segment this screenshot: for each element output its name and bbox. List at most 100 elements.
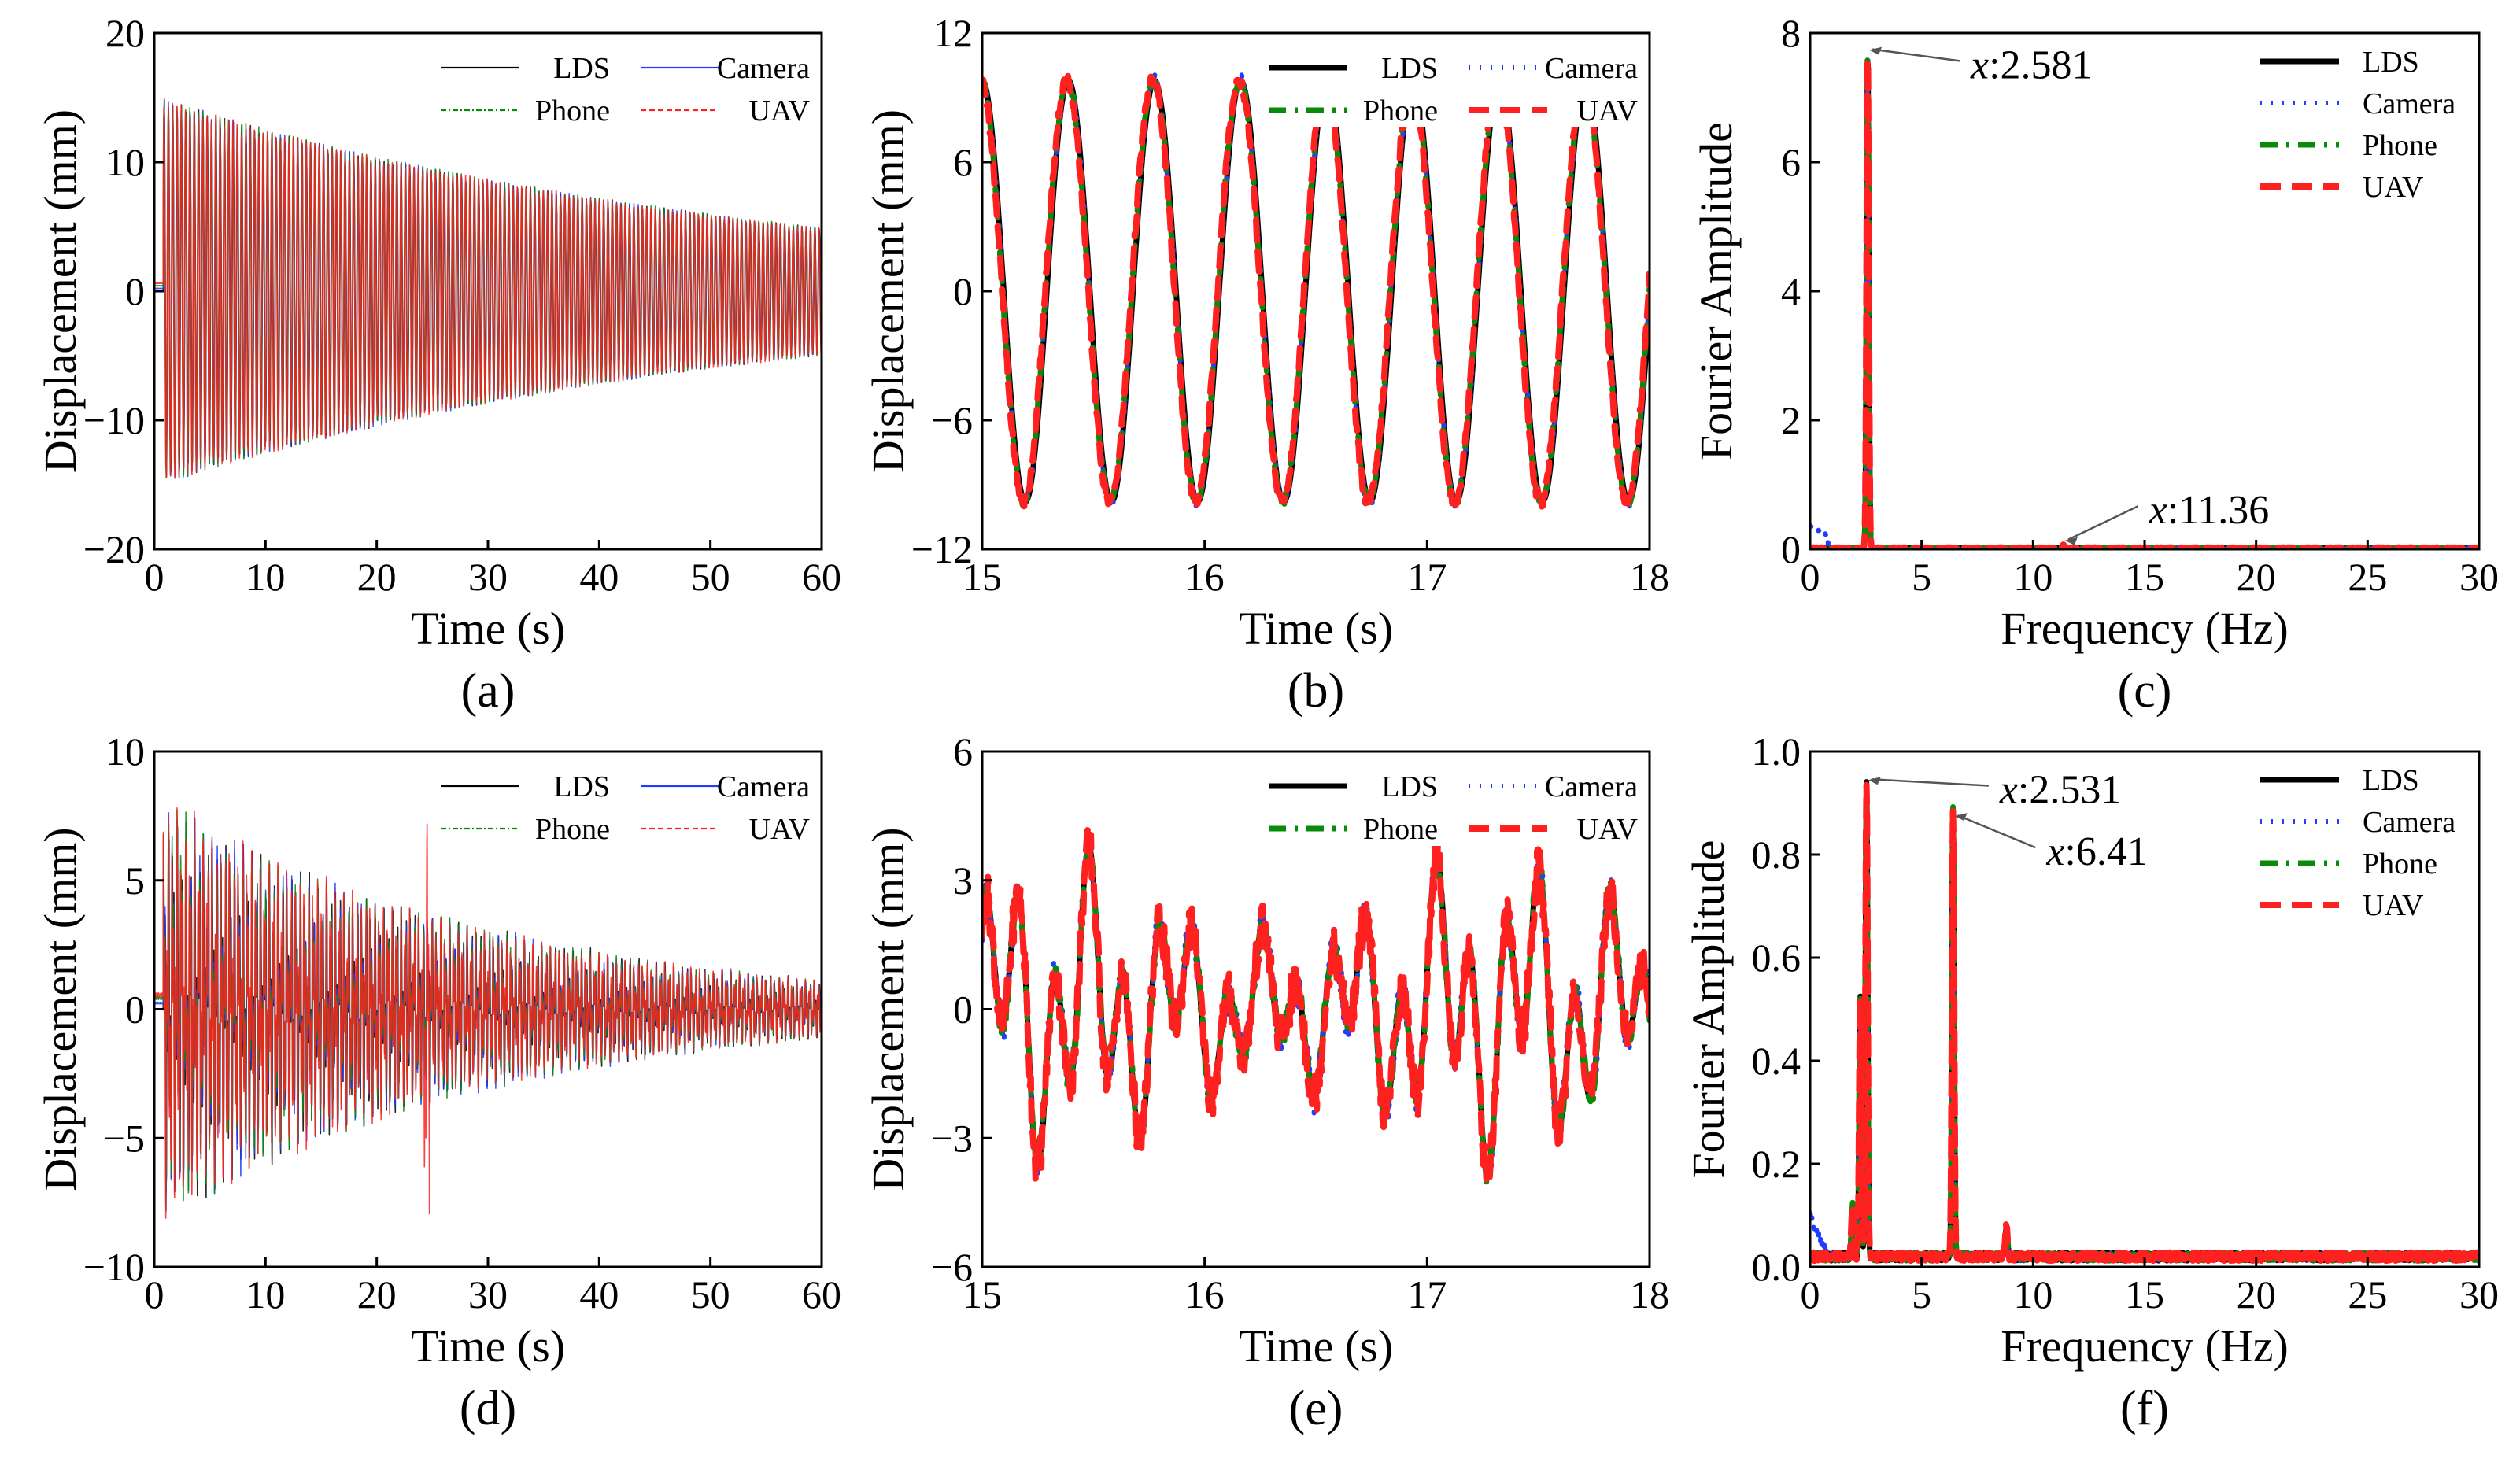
x-tick-label: 40 (579, 555, 619, 599)
annotation-leader-line (2067, 505, 2139, 541)
legend: LDS Camera Phone UAV (2251, 39, 2471, 209)
y-tick-label: 2 (1781, 398, 1801, 442)
legend-label-lds: LDS (553, 52, 610, 85)
y-tick-label: 6 (953, 140, 973, 184)
legend-background (428, 39, 814, 127)
x-tick-label: 0 (145, 555, 164, 599)
legend-label-camera: Camera (1545, 770, 1638, 803)
annotation-arrowhead (1954, 813, 1968, 822)
y-tick-label: 3 (953, 859, 973, 903)
x-tick-label: 0 (1801, 555, 1820, 599)
y-axis-label: Displacement (mm) (35, 109, 86, 473)
x-axis-label: Time (s) (411, 603, 565, 654)
peak-annotation: x:6.41 (1954, 813, 2148, 874)
chart-panel-a: 0 10 20 30 40 50 60 −20 −10 0 10 20 Time (s) Displace… (35, 11, 841, 718)
y-tick-label: 10 (105, 729, 145, 774)
legend: LDS Camera Phone UAV (2251, 758, 2471, 927)
series-line-uav (982, 823, 1650, 1184)
chart-panel-f: 0 5 10 15 20 25 30 0.0 0.2 0.4 0.6 0.8 1.0 Frequency … (1683, 729, 2499, 1435)
x-tick-label: 18 (1630, 1272, 1669, 1316)
x-axis-label: Frequency (Hz) (2001, 603, 2289, 654)
x-axis-label: Time (s) (411, 1320, 565, 1372)
series-group (982, 71, 1650, 511)
x-tick-label: 15 (963, 1272, 1002, 1316)
annotation-leader-line (1957, 814, 2036, 849)
annotation-variable: x (1999, 768, 2018, 813)
legend: LDS Camera Phone UAV (1256, 39, 1642, 127)
legend-background (428, 758, 814, 846)
annotation-value: :2.581 (1989, 42, 2092, 87)
legend-label-camera: Camera (717, 52, 810, 85)
x-tick-label: 60 (802, 1272, 841, 1316)
annotation-value: :11.36 (2167, 488, 2270, 533)
annotation-leader-line (1872, 48, 1960, 62)
y-tick-label: 20 (105, 11, 145, 55)
x-tick-label: 10 (2013, 555, 2053, 599)
panel-label: (e) (1289, 1382, 1343, 1435)
x-tick-label: 15 (2125, 555, 2164, 599)
x-tick-label: 30 (468, 555, 508, 599)
series-line-uav (154, 807, 822, 1219)
y-tick-label: 0 (1781, 527, 1801, 571)
y-tick-label: −6 (931, 398, 973, 442)
legend: LDS Camera Phone UAV (428, 758, 814, 846)
y-tick-label: 0.2 (1752, 1142, 1801, 1186)
peak-annotation: x:2.531 (1868, 768, 2122, 813)
y-axis-label: Fourier Amplitude (1683, 840, 1734, 1178)
legend-label-phone: Phone (2363, 847, 2437, 881)
y-tick-label: −10 (83, 1245, 145, 1289)
x-tick-label: 17 (1407, 1272, 1447, 1316)
y-tick-label: −10 (83, 398, 145, 442)
annotation-arrowhead (1869, 46, 1883, 55)
chart-panel-e: 15 16 17 18 −6 −3 0 3 6 Time (s) Displacement (mm)… (863, 729, 1669, 1435)
legend-label-phone: Phone (2363, 129, 2437, 162)
x-axis-label: Time (s) (1239, 1320, 1393, 1372)
y-tick-label: 5 (125, 859, 145, 903)
series-line-uav (982, 72, 1650, 510)
annotation-label: x:2.581 (1970, 42, 2093, 87)
legend-background (2251, 39, 2471, 209)
x-tick-label: 5 (1912, 1272, 1931, 1316)
y-tick-label: 0 (125, 269, 145, 313)
legend-label-phone: Phone (1363, 94, 1438, 127)
annotation-label: x:2.531 (1999, 768, 2122, 813)
y-tick-label: 1.0 (1752, 729, 1801, 774)
y-tick-label: 0.0 (1752, 1245, 1801, 1289)
annotation-leader-line (1871, 778, 1989, 787)
y-axis-label: Displacement (mm) (35, 827, 86, 1191)
legend-label-phone: Phone (1363, 813, 1438, 846)
y-tick-label: 0.8 (1752, 833, 1801, 877)
legend-label-lds: LDS (2363, 46, 2419, 79)
legend-label-uav: UAV (749, 813, 811, 846)
legend-label-camera: Camera (2363, 806, 2455, 839)
y-tick-label: −5 (103, 1116, 145, 1160)
x-axis-label: Frequency (Hz) (2001, 1320, 2289, 1372)
legend-label-uav: UAV (2363, 889, 2424, 922)
y-tick-label: −12 (911, 527, 973, 571)
legend-label-camera: Camera (2363, 87, 2455, 120)
panel-label: (a) (461, 664, 515, 718)
y-tick-label: 6 (953, 729, 973, 774)
y-tick-label: −20 (83, 527, 145, 571)
y-tick-label: 10 (105, 140, 145, 184)
peak-annotation: x:11.36 (2064, 488, 2270, 545)
x-tick-label: 17 (1407, 555, 1447, 599)
chart-panel-b: 15 16 17 18 −12 −6 0 6 12 Time (s) Displacement (m… (863, 11, 1669, 718)
legend-label-lds: LDS (1381, 770, 1438, 803)
legend-label-camera: Camera (717, 770, 810, 803)
legend-label-uav: UAV (1577, 94, 1639, 127)
panel-label: (f) (2120, 1382, 2169, 1435)
legend-label-lds: LDS (2363, 764, 2419, 797)
x-tick-label: 0 (1801, 1272, 1820, 1316)
x-tick-label: 20 (357, 555, 397, 599)
annotation-arrowhead (1868, 777, 1881, 785)
legend-label-uav: UAV (1577, 813, 1639, 846)
legend-label-uav: UAV (749, 94, 811, 127)
legend-label-uav: UAV (2363, 171, 2424, 204)
x-tick-label: 20 (2237, 555, 2276, 599)
y-tick-label: 0 (125, 988, 145, 1032)
series-group (982, 823, 1650, 1186)
legend-label-phone: Phone (535, 94, 610, 127)
legend: LDS Camera Phone UAV (428, 39, 814, 127)
